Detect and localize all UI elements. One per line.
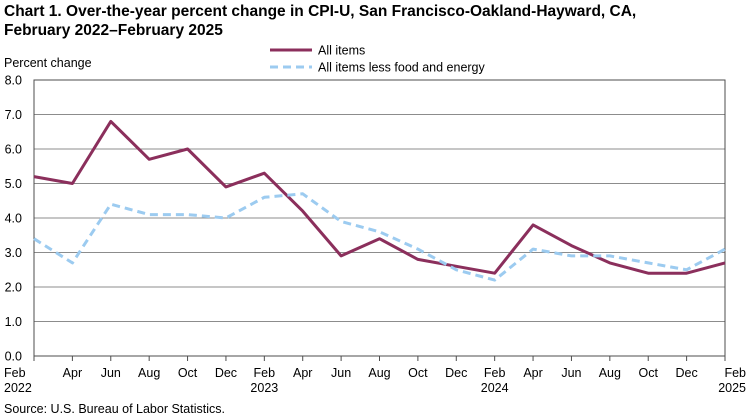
data-point-core [723, 247, 727, 251]
x-tick-label: Jun [101, 366, 121, 380]
y-tick-label: 8.0 [5, 74, 22, 88]
data-point-core [378, 230, 382, 234]
y-tick-label: 3.0 [5, 246, 22, 260]
y-tick-label: 1.0 [5, 315, 22, 329]
data-point-core [454, 268, 458, 272]
data-point-core [147, 213, 151, 217]
chart-title-line1: Chart 1. Over-the-year percent change in… [4, 3, 637, 20]
y-tick-label: 0.0 [5, 350, 22, 364]
data-point-all-items [723, 261, 727, 265]
x-tick-year-label: 2022 [4, 381, 32, 395]
series-line-core [33, 192, 726, 282]
x-tick-year-label: 2025 [718, 381, 746, 395]
series-line-all-items [33, 119, 726, 275]
data-point-core [685, 268, 689, 272]
data-point-core [109, 202, 113, 206]
x-tick-label: Feb [254, 366, 276, 380]
data-point-core [262, 195, 266, 199]
data-point-all-items [32, 175, 36, 179]
data-point-all-items [378, 237, 382, 241]
x-tick-label: Jun [561, 366, 581, 380]
chart-title: Chart 1. Over-the-year percent change in… [4, 2, 746, 40]
y-tick-label: 7.0 [5, 108, 22, 122]
data-point-core [32, 237, 36, 241]
data-point-core [301, 192, 305, 196]
data-point-core [339, 219, 343, 223]
x-tick-label: Oct [638, 366, 658, 380]
data-point-all-items [646, 271, 650, 275]
x-tick-label: Apr [523, 366, 542, 380]
data-point-all-items [109, 119, 113, 123]
x-tick-label: Feb [724, 366, 746, 380]
y-tick-label: 4.0 [5, 212, 22, 226]
y-axis-label: Percent change [4, 56, 92, 70]
x-tick-label: Aug [599, 366, 621, 380]
data-point-all-items [493, 271, 497, 275]
data-point-core [186, 213, 190, 217]
x-tick-label: Oct [408, 366, 428, 380]
data-point-core [416, 247, 420, 251]
y-tick-label: 2.0 [5, 281, 22, 295]
chart-title-line2: February 2022–February 2025 [4, 22, 223, 39]
x-tick-label: Apr [293, 366, 312, 380]
x-tick-label: Aug [368, 366, 390, 380]
y-tick-label: 5.0 [5, 177, 22, 191]
data-point-all-items [147, 157, 151, 161]
x-tick-year-label: 2023 [250, 381, 278, 395]
x-tick-label: Feb [484, 366, 506, 380]
data-point-core [70, 261, 74, 265]
x-tick-label: Oct [178, 366, 198, 380]
x-tick-label: Dec [675, 366, 697, 380]
data-point-core [493, 278, 497, 282]
x-tick-label: Apr [63, 366, 82, 380]
data-point-all-items [301, 209, 305, 213]
x-tick-label: Dec [445, 366, 467, 380]
x-tick-label: Aug [138, 366, 160, 380]
data-point-core [646, 261, 650, 265]
data-point-all-items [608, 261, 612, 265]
data-point-core [224, 216, 228, 220]
data-point-core [531, 247, 535, 251]
x-tick-label: Jun [331, 366, 351, 380]
data-point-all-items [262, 171, 266, 175]
x-tick-label: Dec [215, 366, 237, 380]
data-point-all-items [416, 257, 420, 261]
source-note: Source: U.S. Bureau of Labor Statistics. [4, 402, 225, 416]
y-tick-label: 6.0 [5, 143, 22, 157]
data-point-all-items [531, 223, 535, 227]
data-point-all-items [569, 244, 573, 248]
data-point-all-items [685, 271, 689, 275]
legend-label: All items less food and energy [318, 61, 486, 75]
data-point-core [569, 254, 573, 258]
x-tick-label: Feb [4, 366, 26, 380]
data-point-all-items [224, 185, 228, 189]
data-point-all-items [186, 147, 190, 151]
data-point-core [608, 254, 612, 258]
legend-label: All items [318, 44, 365, 58]
data-point-all-items [70, 182, 74, 186]
data-point-all-items [339, 254, 343, 258]
x-tick-year-label: 2024 [481, 381, 509, 395]
